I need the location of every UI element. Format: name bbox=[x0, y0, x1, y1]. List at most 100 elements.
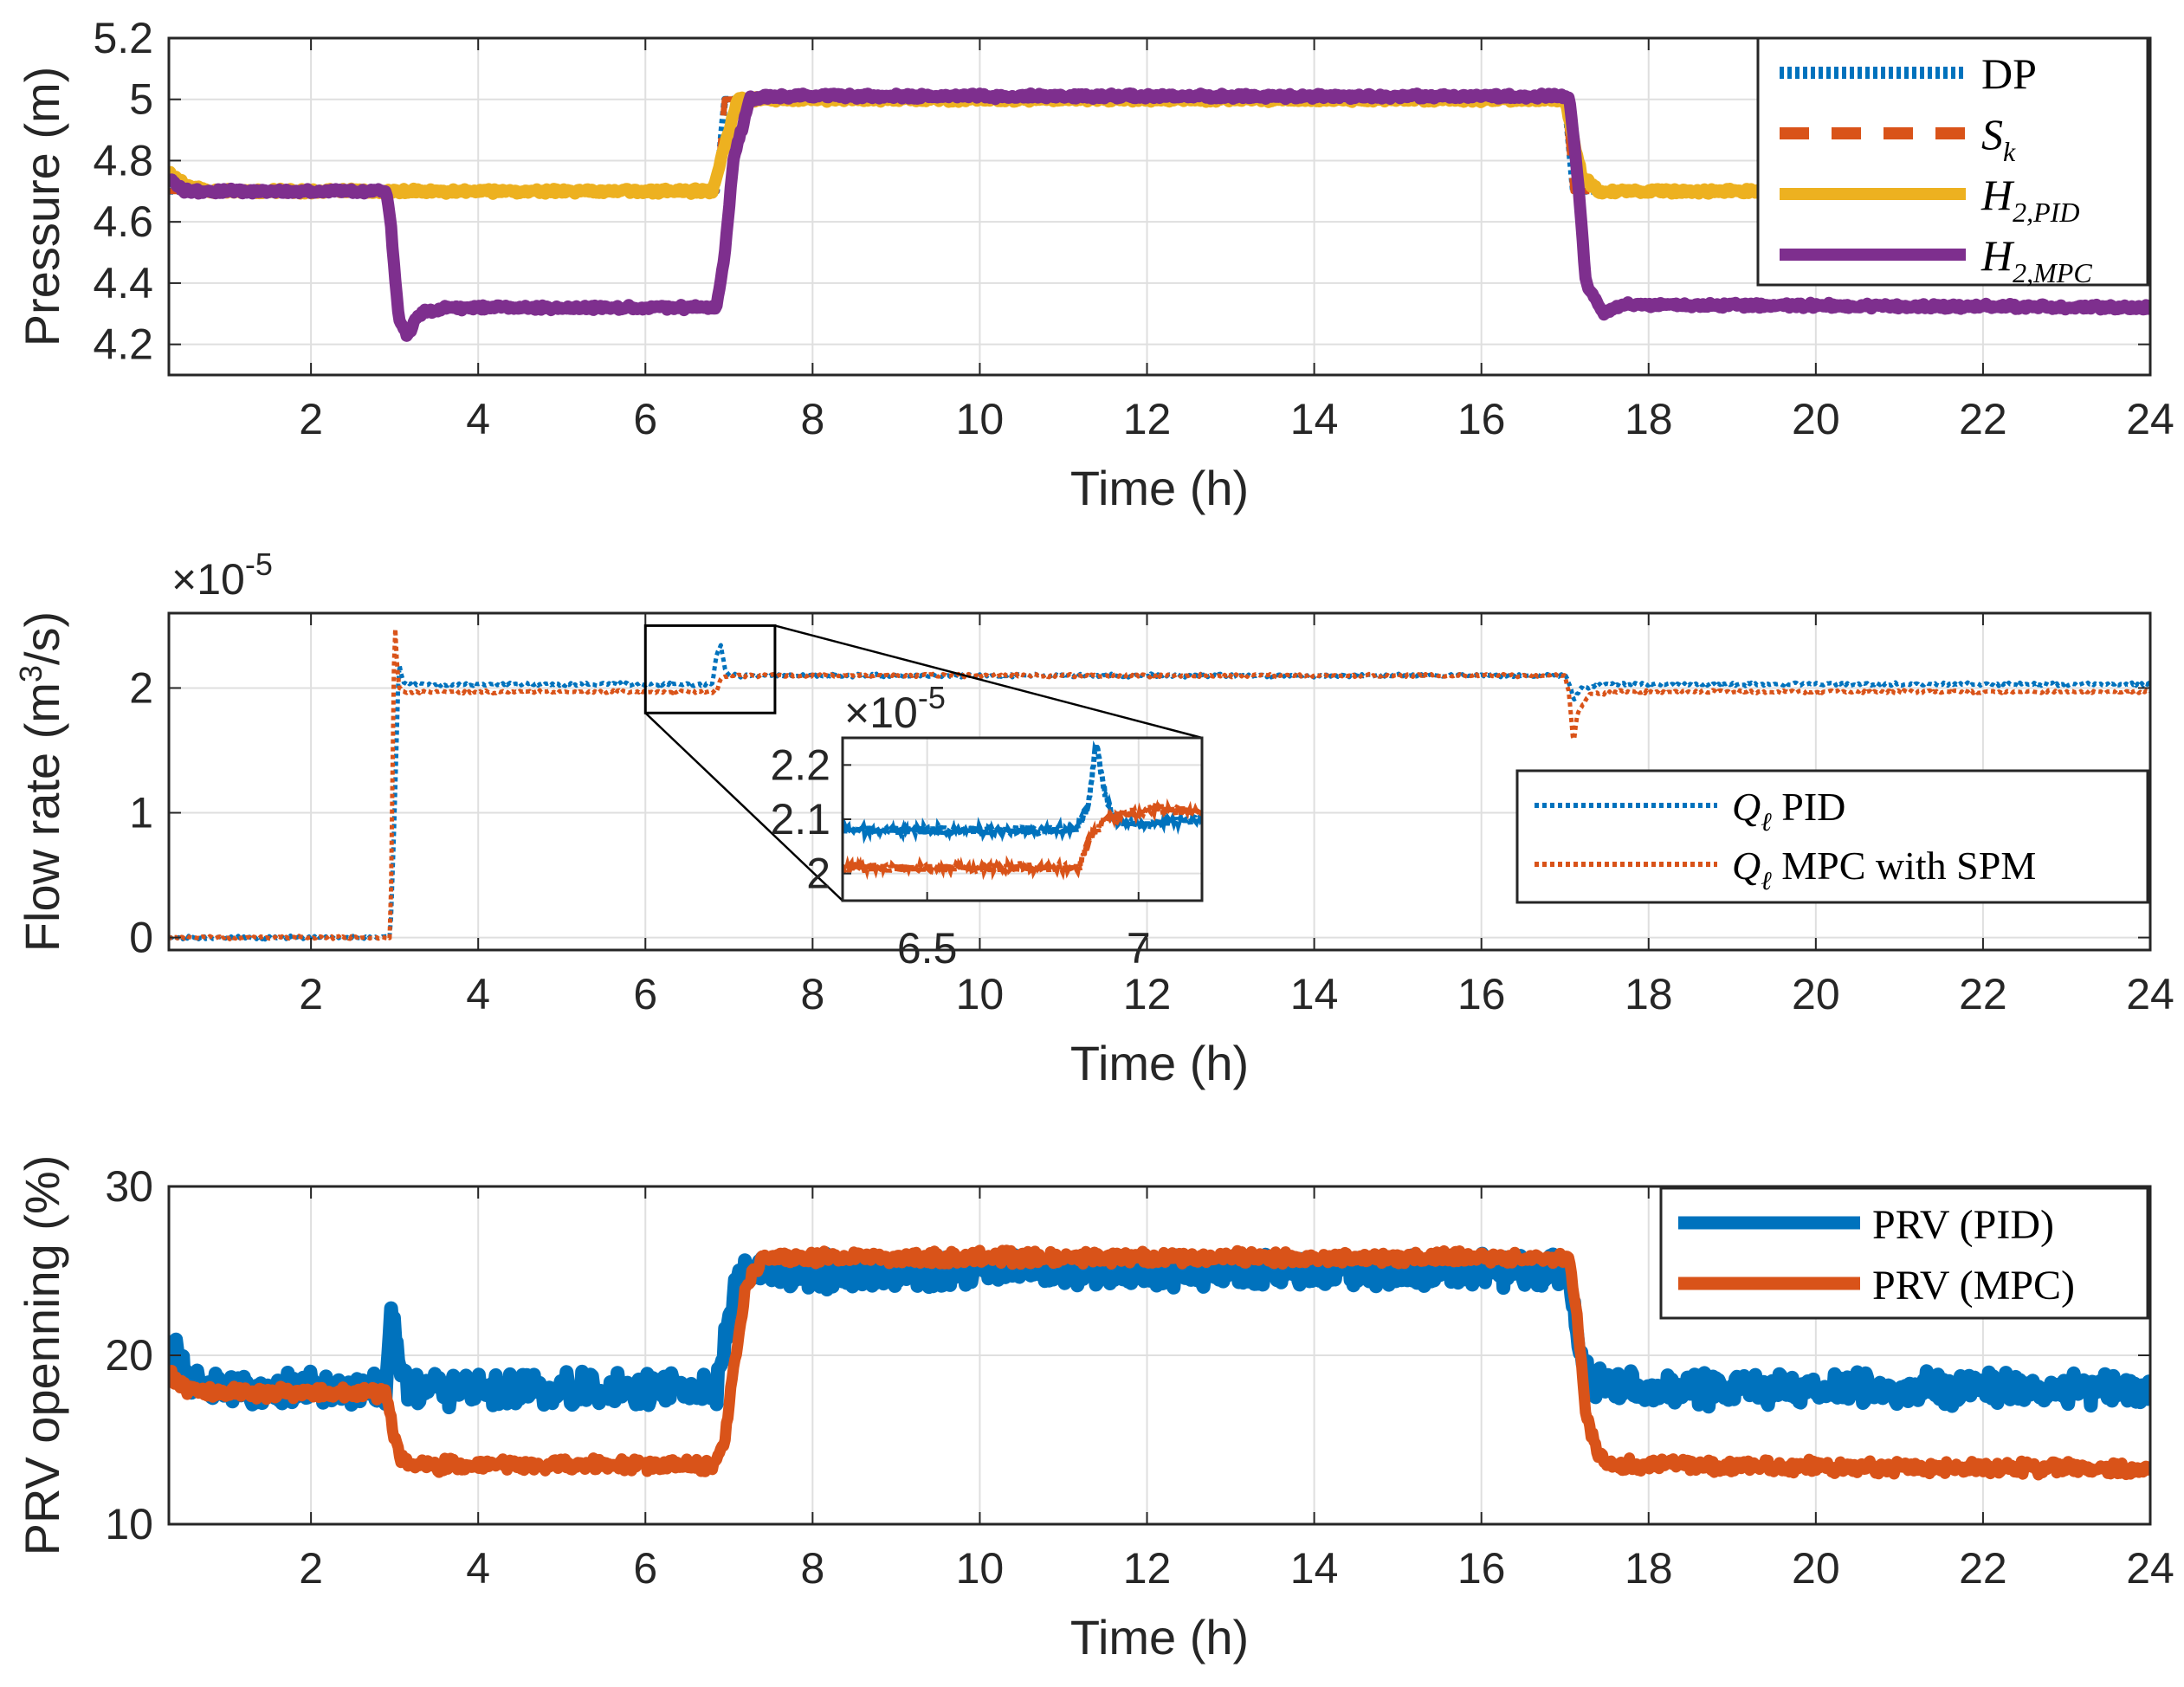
x-tick-label: 12 bbox=[1123, 395, 1172, 443]
y-axis-label-end: /s) bbox=[15, 611, 69, 665]
x-tick-label: 10 bbox=[956, 1544, 1005, 1593]
y-tick-label: 10 bbox=[105, 1500, 153, 1548]
x-axis-label: Time (h) bbox=[1070, 461, 1249, 515]
x-tick-label: 22 bbox=[1959, 1544, 2007, 1593]
x-tick-label: 16 bbox=[1457, 395, 1506, 443]
x-axis-label: Time (h) bbox=[1070, 1610, 1249, 1664]
legend-label-sub: k bbox=[2003, 136, 2016, 167]
legend-label-rest: MPC with SPM bbox=[1772, 844, 2037, 888]
legend-label-main: Q bbox=[1732, 785, 1761, 829]
y-axis-label-sup: 3 bbox=[13, 665, 48, 682]
y-tick-label: 20 bbox=[105, 1331, 153, 1380]
x-tick-label: 4 bbox=[466, 1544, 490, 1593]
zoom-source-box bbox=[643, 624, 777, 714]
inset-exponent-base: ×10 bbox=[844, 688, 918, 737]
legend-box bbox=[1515, 769, 2149, 904]
x-tick-label: 2 bbox=[299, 1544, 323, 1593]
y-tick-label: 0 bbox=[129, 914, 153, 962]
legend-label: H2,MPC bbox=[1980, 231, 2092, 288]
legend-label-main: S bbox=[1981, 110, 2003, 158]
legend-label-main: H bbox=[1980, 231, 2015, 280]
x-tick-label: 12 bbox=[1123, 970, 1172, 1018]
y-exponent-base: ×10 bbox=[171, 555, 245, 604]
legend-label: PRV (MPC) bbox=[1872, 1263, 2075, 1309]
legend-label-main: Q bbox=[1732, 844, 1761, 888]
legend-label-main: DP bbox=[1981, 49, 2037, 98]
legend-label: Qℓ MPC with SPM bbox=[1732, 844, 2036, 895]
x-tick-label: 4 bbox=[466, 970, 490, 1018]
x-tick-label: 16 bbox=[1457, 1544, 1506, 1593]
inset-x-tick-label: 7 bbox=[1127, 924, 1151, 973]
inset-y-tick-label: 2.2 bbox=[770, 740, 830, 789]
x-axis-label: Time (h) bbox=[1070, 1036, 1249, 1090]
x-tick-label: 12 bbox=[1123, 1544, 1172, 1593]
inset-y-tick-label: 2 bbox=[806, 850, 830, 898]
zoom-connector bbox=[644, 712, 843, 902]
chart-pressure: 2 4 6 8 10 12 14 16 18 20 22 244.24.44.64.855.2Time… bbox=[15, 14, 2174, 515]
x-tick-label: 16 bbox=[1457, 970, 1506, 1018]
inset-y-tick-label: 2.1 bbox=[770, 795, 830, 844]
y-tick-label: 4.4 bbox=[93, 259, 153, 307]
x-tick-label: 24 bbox=[2126, 970, 2174, 1018]
y-tick-label: 5.2 bbox=[93, 14, 153, 62]
x-tick-label: 20 bbox=[1792, 970, 1840, 1018]
legend: PRV (PID) PRV (MPC) bbox=[1659, 1186, 2149, 1320]
legend-label-sub: ℓ bbox=[1761, 808, 1772, 837]
legend-label-sub: ℓ bbox=[1761, 867, 1772, 895]
y-tick-label: 4.8 bbox=[93, 136, 153, 184]
x-tick-label: 22 bbox=[1959, 395, 2007, 443]
x-tick-label: 8 bbox=[800, 1544, 824, 1593]
y-axis-label: PRV openning (%) bbox=[15, 1155, 69, 1556]
x-tick-label: 6 bbox=[633, 1544, 657, 1593]
x-tick-label: 4 bbox=[466, 395, 490, 443]
legend-box bbox=[1659, 1186, 2149, 1320]
y-tick-label: 5 bbox=[129, 75, 153, 124]
legend-label-sub: 2,MPC bbox=[2013, 257, 2092, 288]
x-tick-label: 10 bbox=[956, 395, 1005, 443]
inset-exponent-power: -5 bbox=[918, 680, 946, 715]
x-tick-label: 6 bbox=[633, 970, 657, 1018]
y-axis-label-main: Flow rate (m bbox=[15, 682, 69, 952]
x-tick-label: 8 bbox=[800, 395, 824, 443]
inset-series-line-0 bbox=[843, 740, 1202, 844]
legend-label: DP bbox=[1981, 49, 2037, 98]
x-tick-label: 18 bbox=[1625, 1544, 1673, 1593]
series-line-0 bbox=[169, 1246, 2150, 1415]
legend-box bbox=[1756, 36, 2149, 287]
x-tick-label: 24 bbox=[2126, 1544, 2174, 1593]
x-tick-label: 14 bbox=[1290, 395, 1339, 443]
x-tick-label: 24 bbox=[2126, 395, 2174, 443]
y-axis-label: Pressure (m) bbox=[15, 67, 69, 347]
x-tick-label: 20 bbox=[1792, 1544, 1840, 1593]
y-exponent-power: -5 bbox=[245, 546, 273, 582]
x-tick-label: 2 bbox=[299, 395, 323, 443]
series-group bbox=[169, 1244, 2150, 1481]
y-axis-label: Flow rate (m3/s) bbox=[13, 611, 69, 952]
x-tick-label: 18 bbox=[1625, 395, 1673, 443]
y-tick-label: 1 bbox=[129, 789, 153, 837]
y-exponent: ×10-5 bbox=[171, 546, 273, 604]
x-tick-label: 18 bbox=[1625, 970, 1673, 1018]
series-line-0 bbox=[169, 643, 2150, 942]
legend-label: H2,PID bbox=[1980, 171, 2079, 228]
x-tick-label: 6 bbox=[633, 395, 657, 443]
legend-label: Qℓ PID bbox=[1732, 785, 1845, 837]
y-tick-label: 4.6 bbox=[93, 197, 153, 246]
x-tick-label: 20 bbox=[1792, 395, 1840, 443]
legend-label-rest: PID bbox=[1772, 785, 1846, 829]
series-line-1 bbox=[169, 1244, 2150, 1481]
series-line-1 bbox=[169, 626, 2150, 941]
axes-box bbox=[167, 36, 2152, 377]
x-tick-label: 22 bbox=[1959, 970, 2007, 1018]
inset-series bbox=[843, 740, 1202, 882]
legend-label-main: H bbox=[1980, 171, 2015, 219]
series-line-3 bbox=[169, 87, 2150, 342]
series-group bbox=[169, 626, 2150, 942]
x-tick-label: 10 bbox=[956, 970, 1005, 1018]
y-tick-label: 30 bbox=[105, 1162, 153, 1211]
x-tick-label: 14 bbox=[1290, 1544, 1339, 1593]
